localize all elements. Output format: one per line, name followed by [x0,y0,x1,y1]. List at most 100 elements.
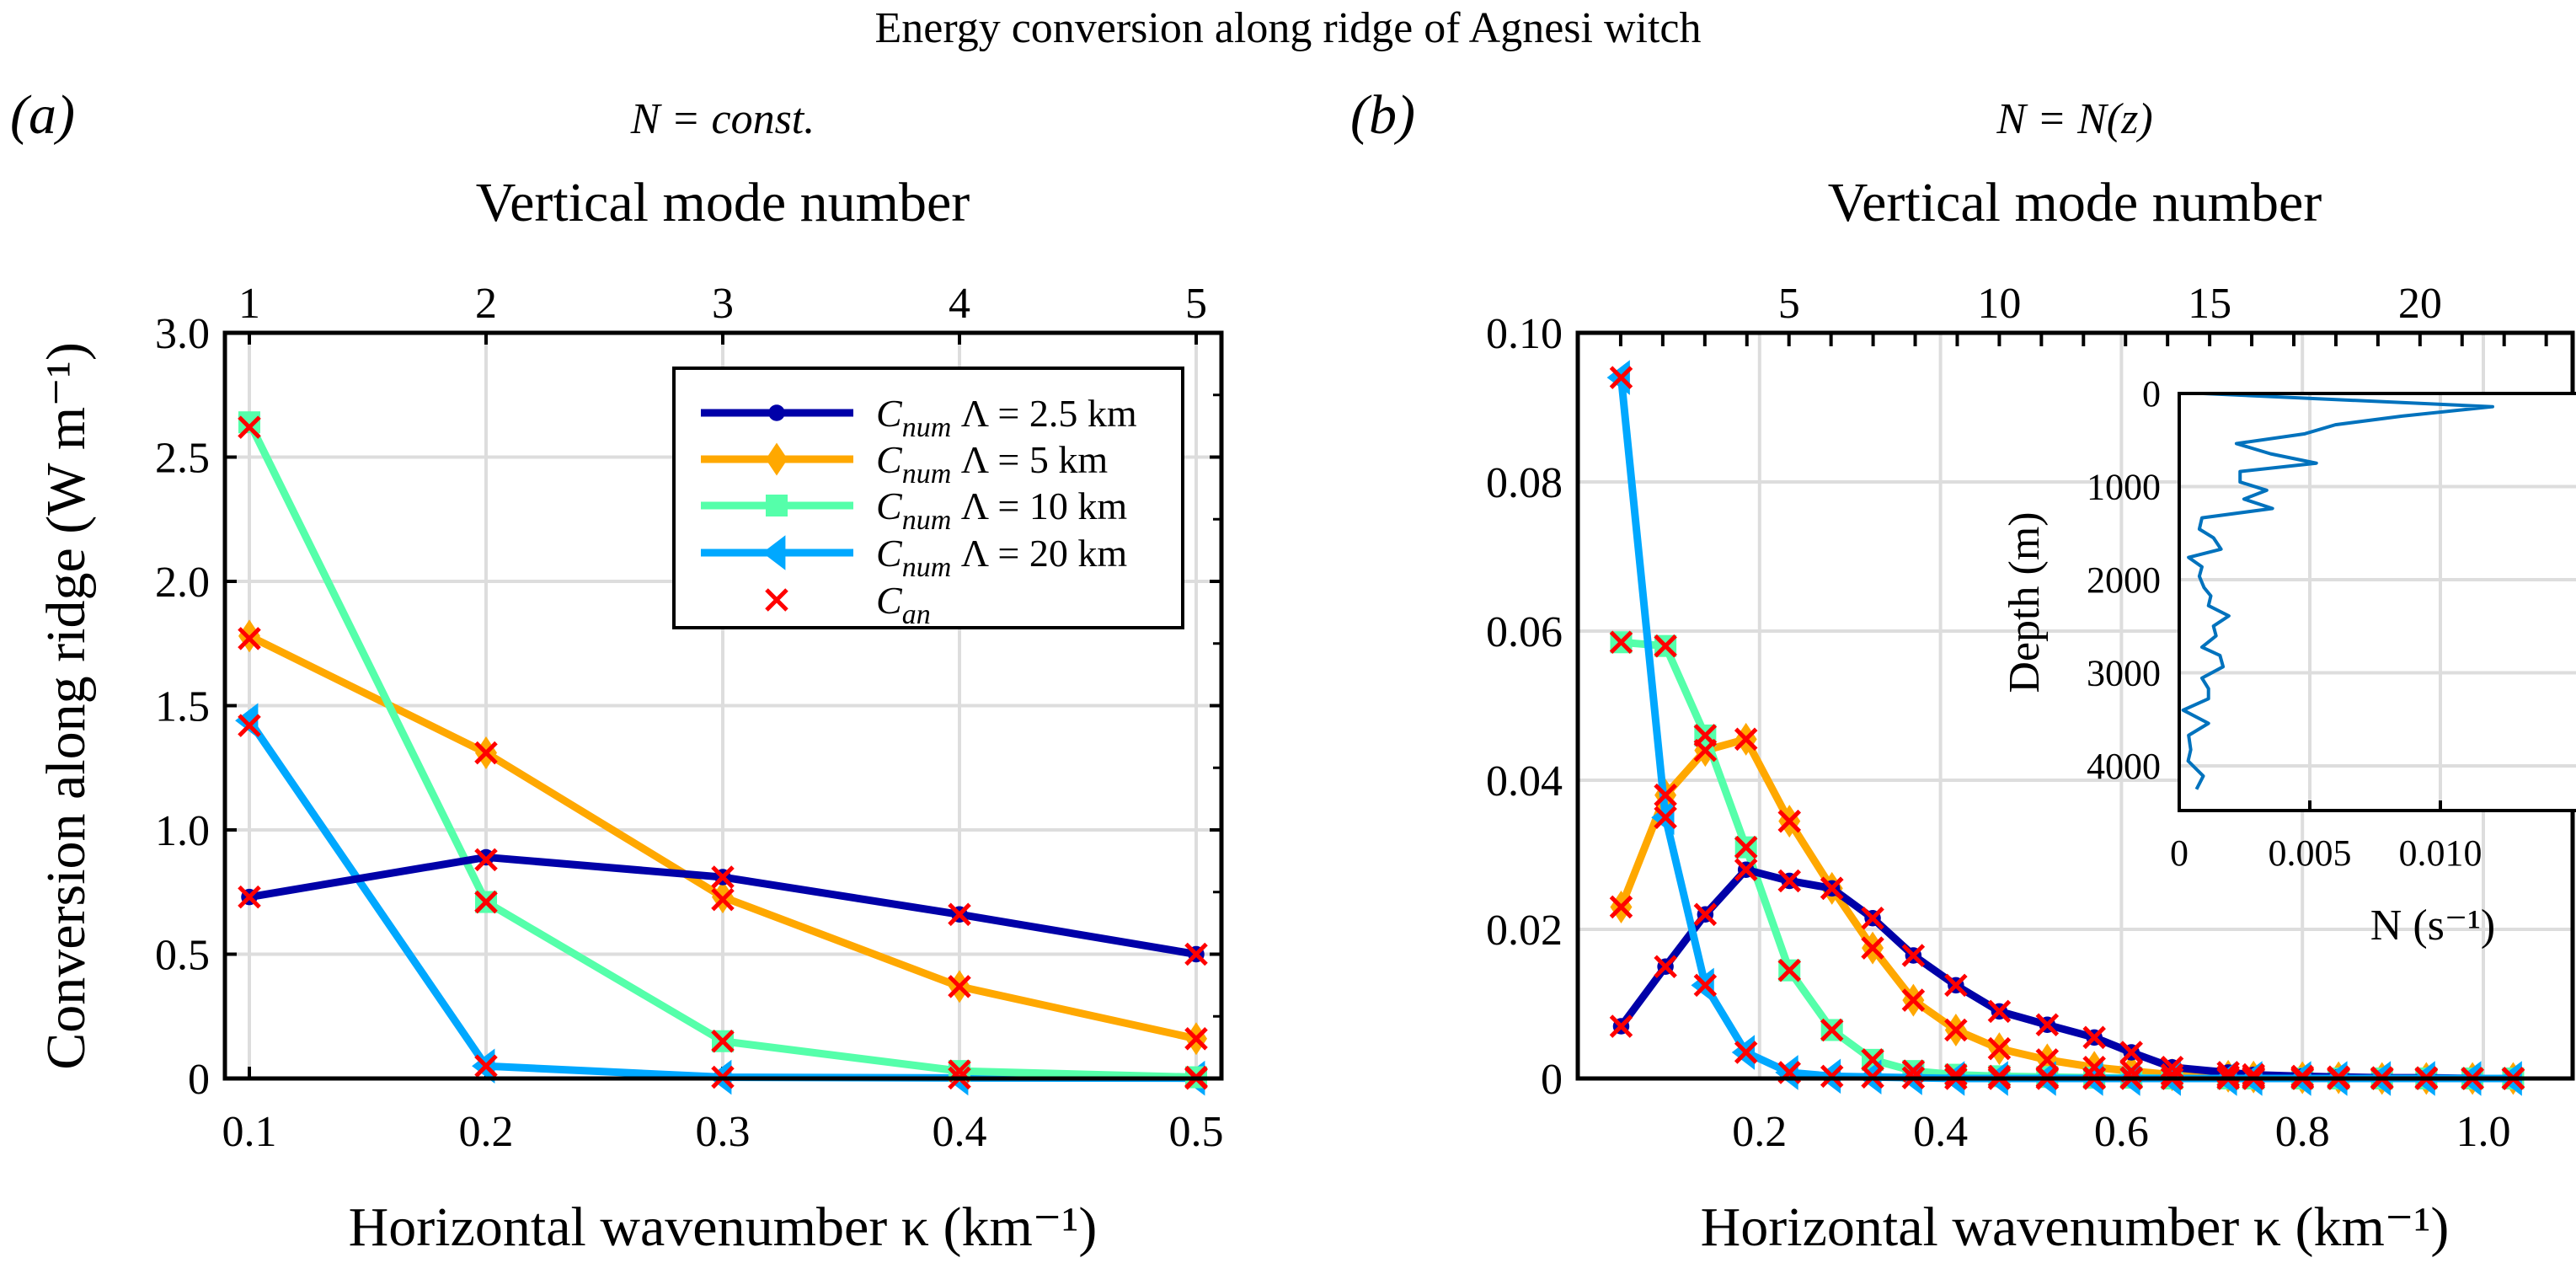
panel-b-x-axis-label: Horizontal wavenumber κ (km⁻¹) [1701,1196,2450,1258]
c-an-point [238,714,261,737]
x-tick-label: 0.8 [2275,1108,2330,1156]
c-an-point [1901,944,1926,967]
c-an-stroke [238,714,261,737]
legend-label: Cnum Λ = 5 km [876,438,1108,490]
n-profile-line [2181,392,2494,790]
c-an-stroke [238,627,261,650]
c-an-point [474,741,498,765]
c-an-point [1944,973,1968,998]
y-tick-label: 0.06 [1486,608,1563,656]
y-tick-label: 2.0 [155,559,210,607]
y-tick-label: 0.04 [1486,757,1563,805]
c-an-stroke [1734,727,1758,752]
c-an-stroke [1820,876,1844,901]
inset-background [2179,393,2576,811]
inset-y-tick-label: 4000 [2087,746,2161,787]
c-an-stroke [2035,1048,2060,1072]
top-tick-label: 15 [2188,280,2231,328]
c-an-point [1654,805,1677,830]
legend-label: Cnum Λ = 2.5 km [876,392,1137,443]
inset-y-axis-label: Depth (m) [2001,511,2049,693]
c-an-stroke [1609,630,1633,655]
c-an-stroke [1987,999,2012,1024]
c-an-stroke [1944,973,1968,998]
c-an-point [1609,366,1633,389]
top-tick-label: 20 [2398,280,2442,328]
c-an-stroke [711,865,735,889]
c-an-stroke [1609,1014,1633,1038]
c-an-point [238,415,261,439]
c-an-point [1944,1062,1968,1087]
top-tick-label: 4 [949,280,970,328]
panel-a-top-axis-label: Vertical mode number [476,172,970,233]
inset-y-tick-label: 3000 [2087,653,2161,694]
panel-b-ticks: 0.2 0.4 0.6 0.8 1.0 0 0.02 0.04 0.06 0.08 0.10 5 10 1… [1486,280,2548,1156]
c-an-stroke [2082,1025,2106,1050]
panel-b: (b) N = N(z) Vertical mode number Horizo… [1350,84,2576,1258]
y-tick-label: 0.02 [1486,907,1563,955]
c-an-point [1693,902,1718,927]
c-an-stroke [238,415,261,439]
c-an-point [474,1054,498,1078]
c-an-point [1734,727,1758,752]
y-tick-label: 2.5 [155,435,210,483]
c-an-point [1820,876,1844,901]
c-an-stroke [711,887,735,912]
inset-series [2181,392,2494,790]
c-an-stroke [1861,1048,1884,1072]
panel-a-label: (a) [10,84,75,146]
c-an-point [1693,724,1718,747]
inset-ticks: 0 0.005 0.010 0 1000 2000 3000 4000 [2087,373,2482,874]
c-an-stroke [2035,1013,2060,1037]
panel-b-label: (b) [1350,84,1415,146]
c-an-stroke [1654,634,1677,658]
c-an-point [474,848,498,872]
c-an-stroke [1944,1018,1968,1042]
c-an-stroke [765,588,788,612]
c-an-point [2035,1013,2060,1037]
c-an-stroke [711,1029,735,1053]
c-an-stroke [1609,895,1633,919]
c-an-stroke [1777,958,1802,982]
c-an-point [1944,1018,1968,1042]
legend-label: Can [876,579,931,630]
c-an-stroke [1184,942,1208,966]
c-an-point [1654,783,1677,807]
inset-x-tick-label: 0 [2170,832,2189,874]
inset-grid [2179,393,2576,811]
c-an-point [2082,1025,2106,1050]
panel-b-top-axis-label: Vertical mode number [1828,172,2322,233]
c-an-point [1654,955,1677,979]
c-an-point [1609,895,1633,919]
c-an-stroke [1734,835,1758,859]
c-an-stroke [1901,944,1926,967]
legend-marker [766,495,788,516]
c-an-stroke [2160,1062,2184,1087]
c-an-stroke [1654,783,1677,807]
c-an-stroke [2119,1041,2143,1064]
c-an-stroke [1820,1018,1844,1042]
y-tick-label: 0.08 [1486,459,1563,507]
c-an-stroke [474,1054,498,1078]
inset: 0 0.005 0.010 0 1000 2000 3000 4000 N (s⁻¹) Dep… [2001,373,2576,950]
c-an-stroke [1901,988,1926,1012]
x-tick-label: 0.4 [933,1108,987,1156]
panel-a-ticks: 0.1 1 0.2 2 0.3 3 0.4 4 0.5 5 0 0.5 1.0 1.5 2.0 2.5 3.0 [155,280,1224,1156]
c-an-stroke [1777,809,1802,833]
x-tick-label: 0.3 [696,1108,751,1156]
x-tick-label: 0.5 [1169,1108,1224,1156]
y-tick-label: 1.0 [155,807,210,855]
inset-x-tick-label: 0.010 [2399,832,2482,874]
c-an-point [711,1029,735,1053]
legend-label: Cnum Λ = 10 km [876,484,1127,536]
c-an-point [711,865,735,889]
c-an-point [1609,630,1633,655]
figure-title: Energy conversion along ridge of Agnesi … [874,4,1701,52]
c-an-point [948,902,971,927]
c-an-stroke [1654,805,1677,830]
c-an-point [1693,973,1718,998]
top-tick-label: 2 [475,280,497,328]
inset-x-tick-label: 0.005 [2269,832,2352,874]
c-an-point [1184,942,1208,966]
c-an-stroke [1734,1041,1758,1064]
